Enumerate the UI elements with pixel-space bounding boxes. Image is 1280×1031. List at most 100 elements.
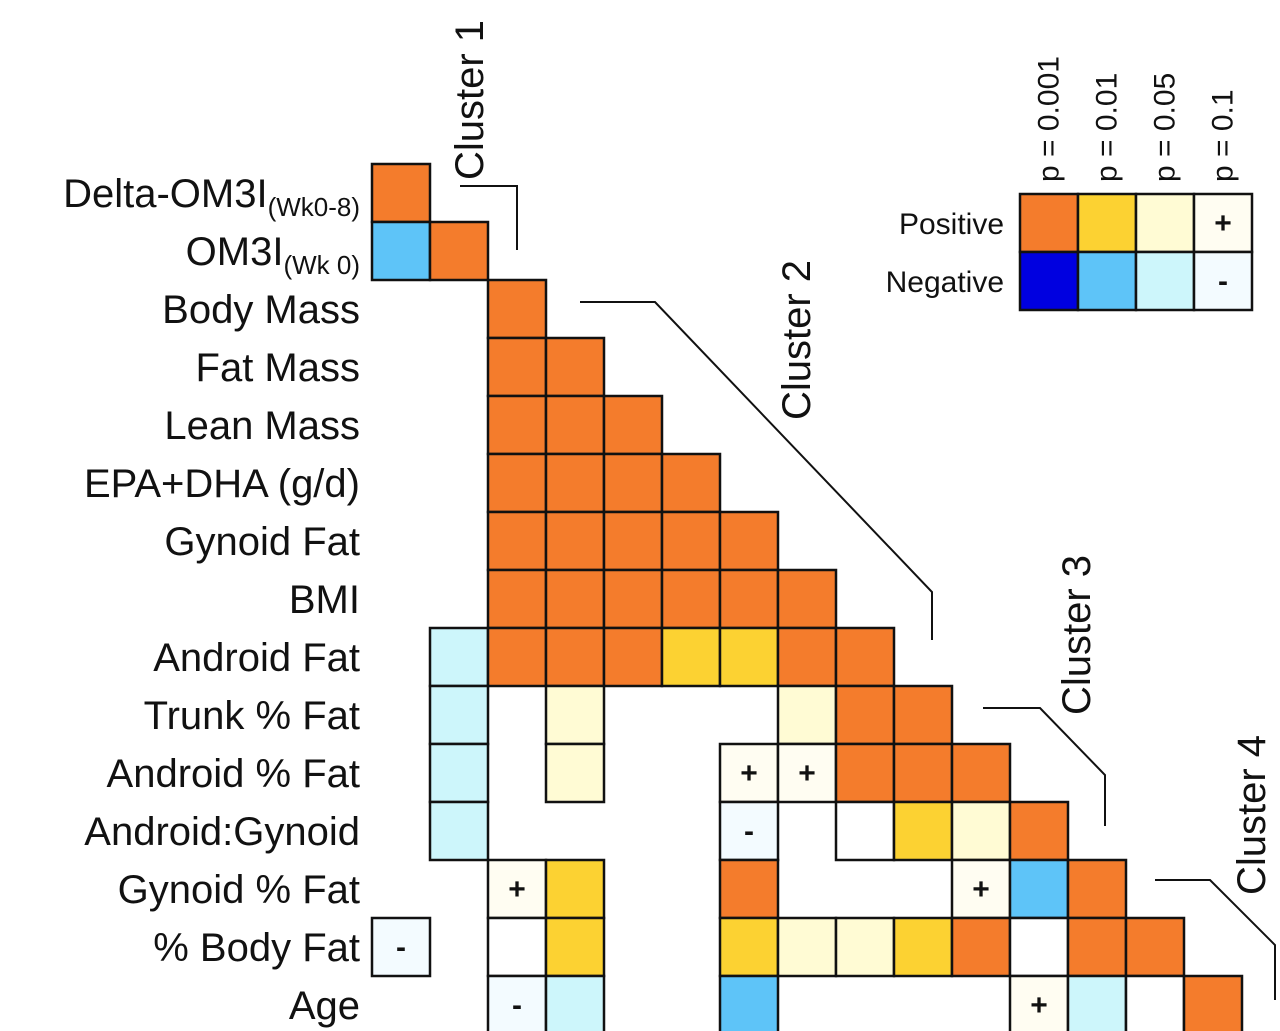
cell-r10-c1-fill: [428, 742, 490, 804]
row-label: Gynoid Fat: [164, 520, 360, 564]
row-label: Android:Gynoid: [84, 810, 360, 854]
cluster-2-label: Cluster 2: [775, 260, 819, 420]
cell-r13-c12: [1066, 916, 1128, 978]
cell-r13-c2-fill: [486, 916, 548, 978]
cell-r7-c2: [486, 568, 548, 630]
cell-r9-c7: [776, 684, 838, 746]
cell-r10-c7-mark: +: [798, 757, 816, 790]
cell-r13-c10: [950, 916, 1012, 978]
cell-r8-c2-fill: [486, 626, 548, 688]
cell-r14-c2-mark: -: [512, 989, 522, 1022]
cell-r12-c2: +: [486, 858, 548, 920]
cell-r0-c0: [370, 162, 432, 224]
cell-r9-c3-fill: [544, 684, 606, 746]
cell-r11-c1-fill: [428, 800, 490, 862]
cell-r13-c7: [776, 916, 838, 978]
cell-r13-c13: [1124, 916, 1186, 978]
cell-r13-c9-fill: [892, 916, 954, 978]
legend-swatch-neg-1-fill: [1076, 250, 1138, 312]
cell-r13-c3-fill: [544, 916, 606, 978]
cell-r7-c4: [602, 568, 664, 630]
cell-r13-c8: [834, 916, 896, 978]
row-label: BMI: [289, 578, 360, 622]
cell-r11-c11: [1008, 800, 1070, 862]
cell-r10-c9: [892, 742, 954, 804]
cell-r8-c4: [602, 626, 664, 688]
cell-r5-c2: [486, 452, 548, 514]
legend-row-label: Negative: [886, 266, 1004, 299]
cell-r8-c6-fill: [718, 626, 780, 688]
legend-threshold-label: p = 0.001: [1033, 56, 1066, 182]
cluster-annotations: Cluster 1 Cluster 2 Cluster 3 Cluster 4: [448, 20, 1276, 1000]
cell-r14-c2: -: [486, 974, 548, 1031]
legend-swatch-pos-3: +: [1192, 192, 1254, 254]
cell-r7-c3-fill: [544, 568, 606, 630]
cell-r5-c2-fill: [486, 452, 548, 514]
cell-r8-c6: [718, 626, 780, 688]
cell-r5-c4: [602, 452, 664, 514]
cell-r5-c5-fill: [660, 452, 722, 514]
cell-r10-c3-fill: [544, 742, 606, 804]
row-label: Gynoid % Fat: [118, 868, 360, 912]
cell-r8-c8-fill: [834, 626, 896, 688]
cell-r6-c5-fill: [660, 510, 722, 572]
cell-r13-c0-mark: -: [396, 931, 406, 964]
cell-r4-c3: [544, 394, 606, 456]
cell-r9-c9-fill: [892, 684, 954, 746]
legend-swatch-neg-3-fill: [1192, 250, 1254, 312]
legend-threshold-label: p = 0.05: [1149, 73, 1182, 182]
cell-r3-c3: [544, 336, 606, 398]
cell-r12-c3-fill: [544, 858, 606, 920]
cell-r10-c6: +: [718, 742, 780, 804]
cell-r14-c12-fill: [1066, 974, 1128, 1031]
row-label: Trunk % Fat: [144, 694, 360, 738]
cell-r7-c4-fill: [602, 568, 664, 630]
cell-r14-c6: [718, 974, 780, 1031]
cell-r5-c3-fill: [544, 452, 606, 514]
cell-r14-c6-fill: [718, 974, 780, 1031]
cell-r14-c13-fill: [1124, 974, 1186, 1031]
cell-r11-c10-fill: [950, 800, 1012, 862]
row-label-subscript: (Wk 0): [283, 250, 360, 280]
cell-r10-c1: [428, 742, 490, 804]
cell-r12-c10-mark: +: [972, 873, 990, 906]
row-label: OM3I(Wk 0): [186, 230, 360, 280]
cell-r7-c7: [776, 568, 838, 630]
legend-swatch-pos-3-mark: +: [1214, 207, 1232, 240]
cell-r8-c7-fill: [776, 626, 838, 688]
cell-r8-c5-fill: [660, 626, 722, 688]
legend-swatch-pos-0: [1018, 192, 1080, 254]
legend: p = 0.001 p = 0.01 p = 0.05 p = 0.1 Positive…: [886, 56, 1254, 312]
legend-swatch-pos-1-fill: [1076, 192, 1138, 254]
cell-r3-c3-fill: [544, 336, 606, 398]
legend-swatch-neg-2-fill: [1134, 250, 1196, 312]
cell-r7-c7-fill: [776, 568, 838, 630]
row-label: Delta-OM3I(Wk0-8): [63, 172, 360, 222]
row-label: Android % Fat: [107, 752, 360, 796]
cell-r12-c10-fill: [950, 858, 1012, 920]
legend-threshold-label: p = 0.1: [1207, 89, 1240, 182]
cell-r9-c3: [544, 684, 606, 746]
cell-r7-c2-fill: [486, 568, 548, 630]
cell-r2-c2-fill: [486, 278, 548, 340]
cell-r12-c11-fill: [1008, 858, 1070, 920]
cell-r13-c10-fill: [950, 916, 1012, 978]
cell-r6-c3: [544, 510, 606, 572]
cell-r13-c6-fill: [718, 916, 780, 978]
cell-r11-c1: [428, 800, 490, 862]
cell-r8-c7: [776, 626, 838, 688]
cell-r8-c8: [834, 626, 896, 688]
cell-r8-c2: [486, 626, 548, 688]
legend-swatch-pos-3-fill: [1192, 192, 1254, 254]
cluster-1-bracket: [460, 185, 518, 250]
legend-swatch-pos-0-fill: [1018, 192, 1080, 254]
row-label-subscript: (Wk0-8): [268, 192, 360, 222]
cell-r3-c2-fill: [486, 336, 548, 398]
cluster-4-bracket: [1155, 879, 1276, 1000]
cell-r9-c8-fill: [834, 684, 896, 746]
cell-r8-c1-fill: [428, 626, 490, 688]
row-labels: Delta-OM3I(Wk0-8) OM3I(Wk 0) Body Mass Fat …: [63, 172, 360, 1028]
legend-swatch-neg-3-mark: -: [1218, 265, 1228, 298]
cell-r3-c2: [486, 336, 548, 398]
row-label: Body Mass: [162, 288, 360, 332]
